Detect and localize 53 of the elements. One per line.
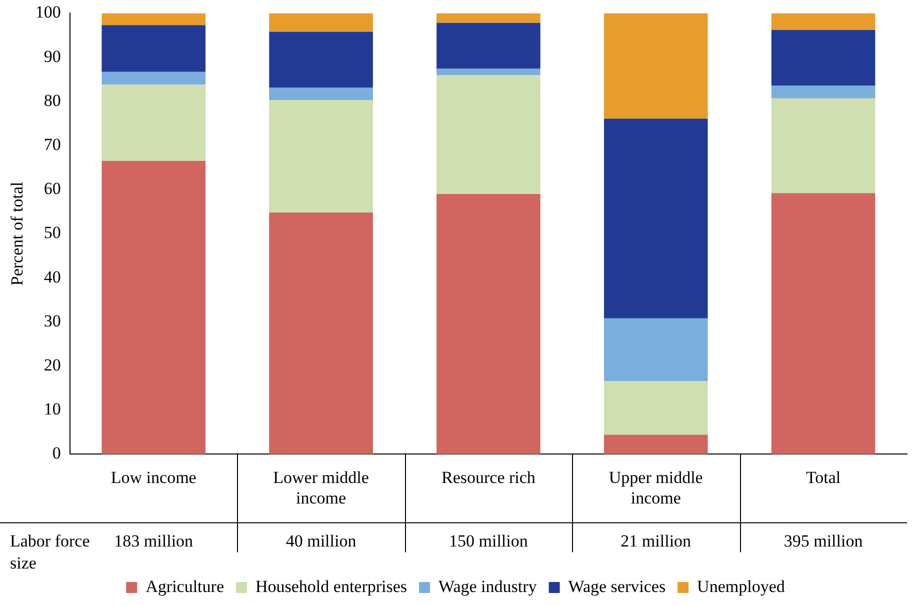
- y-tick-label: 80: [44, 90, 61, 110]
- y-tick-label: 20: [44, 355, 61, 374]
- bar: [771, 86, 876, 98]
- bar: [269, 32, 373, 88]
- bar: [771, 193, 876, 454]
- bar: [269, 88, 373, 100]
- text: 40 million: [286, 532, 357, 551]
- bar: [604, 380, 708, 435]
- bar: [604, 13, 708, 119]
- bar: [771, 13, 876, 30]
- bar: [102, 72, 206, 85]
- x-tick-label: Lower middle income: [273, 468, 369, 508]
- legend-label: Wage industry: [438, 576, 538, 596]
- x-tick-label: Total: [806, 468, 841, 487]
- y-tick-label: 40: [44, 267, 61, 286]
- bar: [102, 160, 206, 454]
- text: 395 million: [784, 532, 864, 551]
- y-axis-title: Percent of total: [8, 182, 27, 286]
- bar: [102, 13, 206, 26]
- bar: [771, 30, 876, 86]
- bar: [436, 74, 540, 194]
- y-tick-label: 60: [44, 179, 61, 198]
- legend-label: Household enterprises: [255, 576, 408, 596]
- legend-label: Unemployed: [697, 576, 786, 596]
- y-tick-label: 100: [35, 2, 61, 22]
- bar: [604, 118, 708, 318]
- y-tick-label: 0: [52, 444, 61, 463]
- y-tick-label: 50: [44, 223, 61, 242]
- bar: [436, 22, 540, 69]
- bar: [269, 13, 373, 32]
- x-tick-label: Low income: [110, 468, 196, 487]
- legend-label: Agriculture: [146, 576, 224, 596]
- y-tick-label: 90: [44, 46, 61, 66]
- legend-label: Wage services: [568, 576, 666, 596]
- x-tick-label: Resource rich: [441, 468, 536, 487]
- y-tick-label: 70: [44, 134, 61, 154]
- x-tick-label: Upper middle income: [608, 468, 703, 508]
- bar: [771, 98, 876, 194]
- bar: [436, 68, 540, 75]
- bar: [604, 318, 708, 381]
- bar: [269, 212, 373, 454]
- bar: [102, 25, 206, 72]
- bar: [269, 100, 373, 213]
- y-tick-label: 30: [44, 311, 61, 330]
- text: 21 million: [620, 532, 692, 551]
- y-tick-label: 10: [44, 400, 61, 419]
- text: 150 million: [449, 532, 528, 551]
- bar: [436, 194, 540, 454]
- bar: [604, 434, 708, 454]
- bar: [436, 13, 540, 23]
- text: 183 million: [114, 532, 194, 551]
- text: Labor force size: [10, 532, 90, 573]
- bar: [102, 84, 206, 161]
